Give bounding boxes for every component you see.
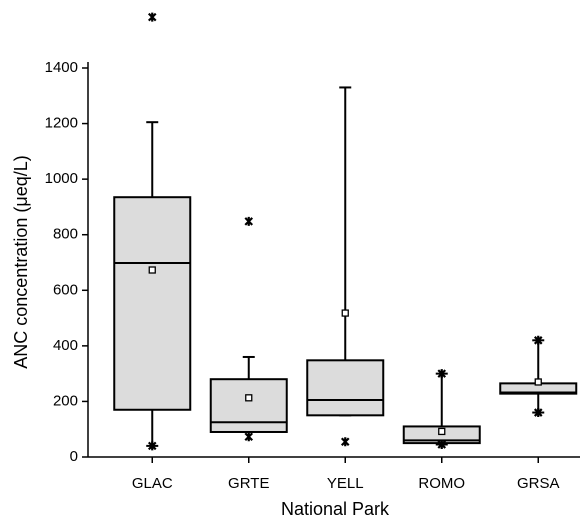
y-tick-label: 200 [53, 392, 78, 409]
y-axis-title: ANC concentration (μeq/L) [11, 155, 31, 368]
x-tick-label: GRSA [517, 475, 560, 492]
x-axis-title: National Park [281, 499, 390, 519]
mean-marker [534, 378, 542, 386]
outlier [437, 439, 447, 449]
y-tick-label: 1200 [45, 115, 78, 132]
outlier [340, 437, 350, 447]
y-tick-label: 1000 [45, 170, 78, 187]
x-tick-label: GLAC [132, 475, 173, 492]
outlier [244, 432, 254, 442]
mean-marker [438, 427, 446, 436]
x-tick-label: GRTE [228, 475, 269, 492]
mean-marker [341, 309, 349, 317]
box [306, 359, 385, 417]
x-tick-label: ROMO [418, 475, 465, 492]
outlier [147, 441, 157, 451]
y-tick-label: 1400 [45, 59, 78, 76]
y-tick-label: 600 [53, 281, 78, 298]
mean-marker [148, 266, 156, 274]
y-tick-label: 800 [53, 226, 78, 243]
mean-marker [245, 394, 253, 402]
outlier [533, 335, 543, 345]
x-tick-label: YELL [327, 475, 364, 492]
y-tick-label: 400 [53, 337, 78, 354]
outlier [244, 216, 254, 226]
outlier [147, 12, 157, 22]
outlier [437, 369, 447, 379]
box [209, 378, 288, 433]
outlier [533, 408, 543, 418]
y-tick-label: 0 [70, 448, 78, 465]
box [113, 196, 192, 411]
